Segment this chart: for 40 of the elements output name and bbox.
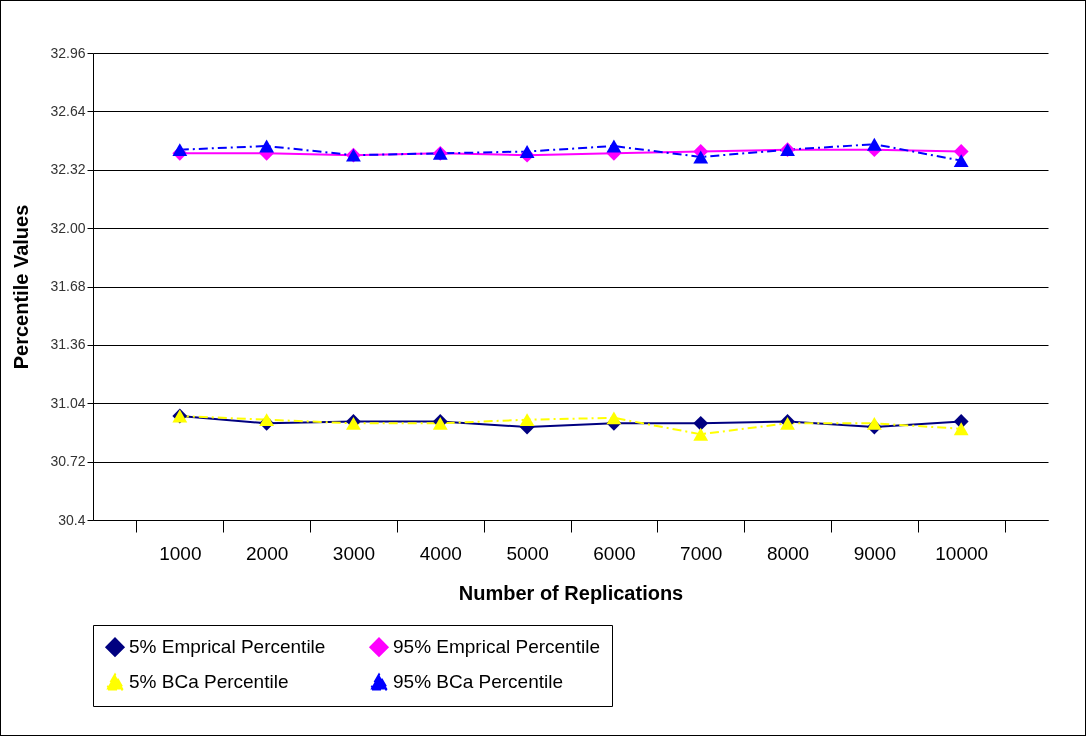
x-tick-label: 9000 — [853, 542, 896, 564]
point — [606, 139, 622, 153]
y-tick-label: 32.64 — [50, 102, 86, 119]
y-tick-label: 30.4 — [58, 511, 86, 528]
x-axis-title: Number of Replications — [458, 581, 684, 604]
point — [866, 416, 882, 430]
point — [259, 139, 275, 153]
point — [259, 413, 275, 427]
point — [693, 427, 709, 441]
point — [172, 143, 188, 157]
x-tick-label: 1000 — [159, 542, 202, 564]
point — [519, 145, 535, 158]
y-tick-label: 32.32 — [50, 161, 86, 178]
x-tick-label: 8000 — [766, 542, 810, 564]
y-tick-label: 32.00 — [50, 219, 86, 236]
point — [953, 144, 969, 159]
point — [693, 415, 709, 431]
legend-label: 95% Emprical Percentile — [393, 636, 600, 658]
legend-label: 95% BCa Percentile — [393, 671, 564, 692]
point — [606, 411, 622, 425]
x-tick-label: 7000 — [680, 542, 723, 564]
point — [693, 150, 709, 164]
x-tick-label: 6000 — [593, 542, 636, 564]
y-tick-label: 31.36 — [50, 336, 86, 353]
legend-label: 5% Emprical Percentile — [129, 636, 326, 658]
point — [866, 137, 882, 151]
point — [953, 154, 969, 168]
point — [953, 422, 969, 436]
y-tick-label: 32.96 — [50, 44, 86, 61]
x-tick-label: 3000 — [332, 542, 376, 564]
point — [519, 413, 535, 427]
y-axis-title: Percentile Values — [10, 204, 33, 370]
y-tick-label: 31.68 — [50, 278, 86, 294]
legend-label: 5% BCa Percentile — [129, 671, 289, 692]
y-tick-label: 31.04 — [50, 394, 86, 411]
x-tick-label: 4000 — [419, 542, 462, 564]
x-tick-label: 2000 — [246, 542, 289, 564]
x-tick-label: 5000 — [506, 542, 549, 564]
x-tick-label: 10000 — [935, 542, 989, 564]
y-tick-label: 30.72 — [50, 453, 86, 470]
